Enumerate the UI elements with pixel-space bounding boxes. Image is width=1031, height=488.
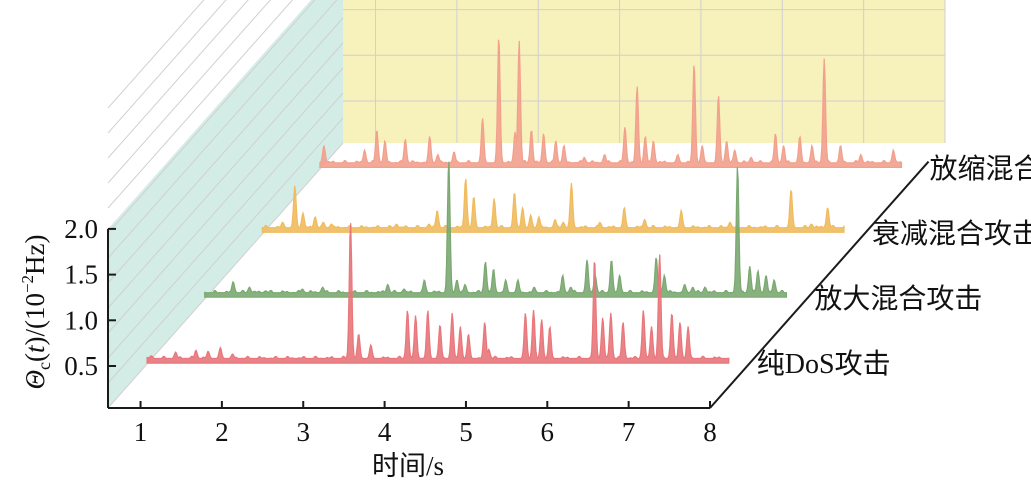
left-wall-gridline	[107, 0, 294, 209]
left-wall-gridline	[107, 0, 205, 109]
x-axis-title: 时间/s	[372, 451, 444, 481]
left-wall-gridline	[107, 0, 338, 259]
x-tick-label: 3	[296, 417, 310, 447]
x-tick-label: 5	[459, 417, 473, 447]
y-tick-label: 1.0	[64, 305, 98, 335]
left-wall	[108, 0, 343, 408]
chart-labels: 时间/s Θc(t)/(10−2Hz)	[18, 234, 444, 481]
series-area	[204, 161, 787, 298]
series-area	[146, 223, 730, 364]
back-wall	[343, 0, 945, 143]
left-wall-gridline	[107, 42, 344, 309]
depth-axis-line	[709, 160, 930, 409]
x-tick-label: 6	[541, 417, 555, 447]
left-wall-gridline	[107, 117, 344, 384]
left-wall-gridline	[107, 142, 344, 409]
y-tick-label: 1.5	[64, 260, 98, 290]
left-wall-gridline	[107, 92, 344, 359]
series-layer: 放缩混合攻击衰减混合攻击放大混合攻击纯DoS攻击	[146, 39, 1031, 380]
x-tick-label: 4	[378, 417, 392, 447]
series-label: 纯DoS攻击	[757, 348, 891, 380]
left-wall-gridline	[107, 0, 249, 159]
x-tick-label: 7	[622, 417, 636, 447]
left-wall-gridline	[107, 0, 316, 234]
y-axis-title: Θc(t)/(10−2Hz)	[18, 234, 54, 389]
y-tick-label: 0.5	[64, 351, 98, 381]
left-wall-gridline	[107, 17, 344, 284]
x-tick-label: 8	[703, 417, 717, 447]
x-tick-label: 2	[215, 417, 229, 447]
x-tick-label: 1	[134, 417, 148, 447]
series-area	[319, 39, 903, 168]
left-wall-gridline	[107, 0, 271, 184]
left-wall-gridline	[107, 67, 344, 334]
chart-axes: 1 2 3 4 5 6 7 8 0.5 1.0 1.5 2.0	[64, 160, 930, 447]
chart-gridlines	[107, 0, 946, 409]
series-label: 衰减混合攻击	[872, 218, 1031, 250]
left-wall-gridline	[107, 0, 227, 134]
chart-walls	[108, 0, 945, 408]
series-area	[261, 178, 845, 233]
y-tick-label: 2.0	[64, 214, 98, 244]
series-label: 放缩混合攻击	[930, 153, 1031, 185]
series-label: 放大混合攻击	[814, 283, 982, 315]
